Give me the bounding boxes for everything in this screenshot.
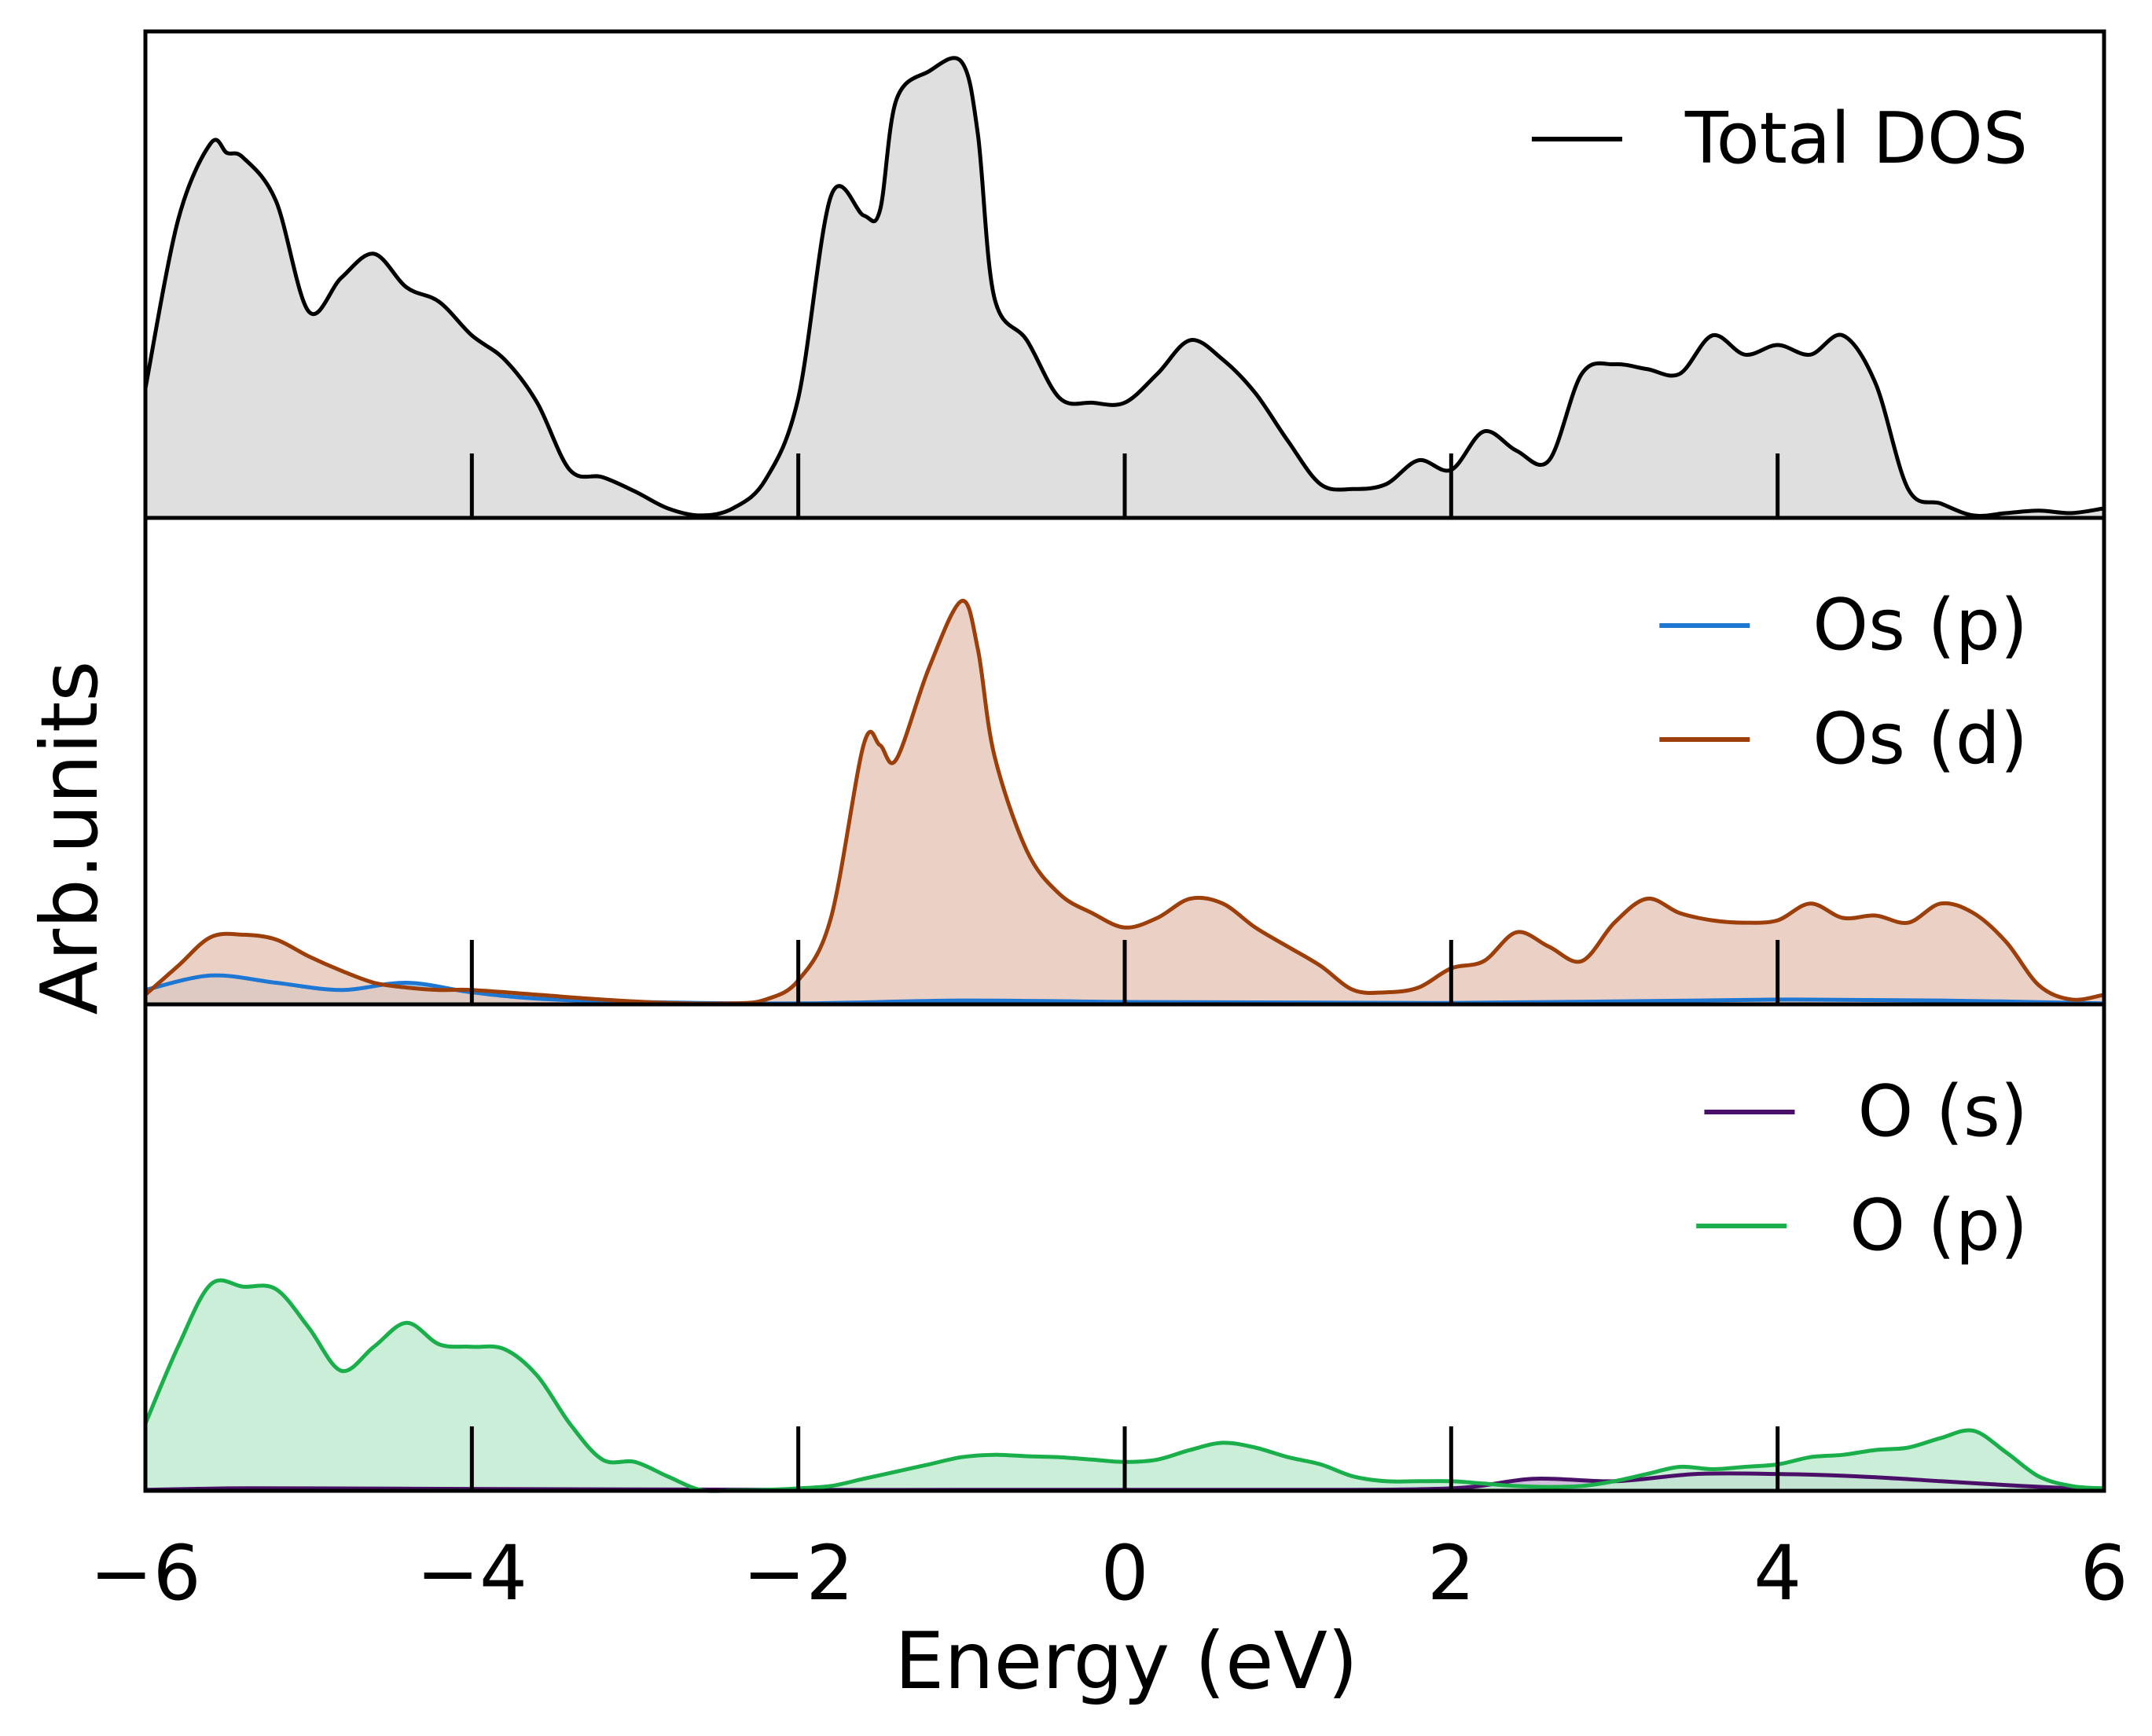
series-fill-total-0 — [145, 57, 2104, 519]
series-line-os-0 — [145, 973, 2105, 1006]
panels-layer: Total DOS Os (p) Os (d) O (s) O (p) — [143, 56, 2105, 1493]
legend-label-o-0: O (s) — [1857, 1070, 2028, 1153]
legend-label-total-0: Total DOS — [1684, 97, 2028, 180]
x-tick-label-3: 0 — [1100, 1529, 1148, 1617]
x-tick-label-5: 4 — [1754, 1529, 1801, 1617]
x-tick-label-6: 6 — [2080, 1529, 2128, 1617]
x-tick-label-1: −4 — [417, 1529, 528, 1617]
y-axis-label: Arb.units — [24, 661, 116, 1015]
legend-os: Os (p) Os (d) — [1659, 584, 2028, 780]
legend-label-o-1: O (p) — [1849, 1184, 2028, 1267]
panel-total: Total DOS — [143, 56, 2105, 519]
x-tick-label-2: −2 — [743, 1529, 854, 1617]
panel-frame-o — [143, 1002, 2106, 1493]
series-line-os-1 — [144, 599, 2105, 1006]
panel-os: Os (p) Os (d) — [144, 584, 2105, 1006]
legend-o: O (s) O (p) — [1696, 1070, 2028, 1267]
x-axis-label: Energy (eV) — [894, 1615, 1358, 1707]
legend-label-os-1: Os (d) — [1812, 698, 2028, 780]
series-fill-o-1 — [145, 1280, 2104, 1492]
x-tick-label-0: −6 — [90, 1529, 201, 1617]
series-line-total-0 — [143, 56, 2105, 518]
x-tick-labels: −6 −4 −2 0 2 4 6 — [90, 1529, 2128, 1617]
x-tick-label-4: 2 — [1427, 1529, 1475, 1617]
frames-layer — [143, 29, 2106, 1493]
series-fill-os-1 — [145, 600, 2104, 1004]
legend-label-os-0: Os (p) — [1812, 584, 2028, 666]
legend-total: Total DOS — [1531, 97, 2028, 180]
